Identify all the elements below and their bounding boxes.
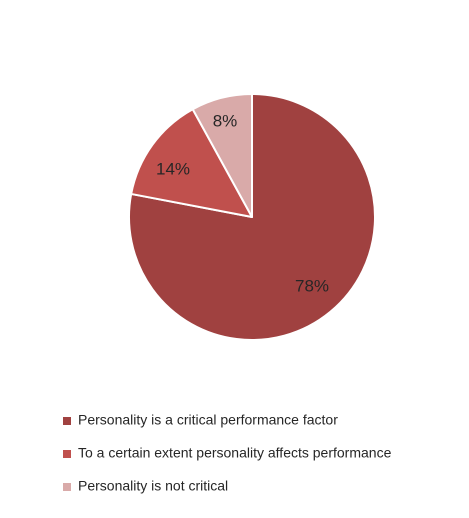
legend-swatch-3 — [63, 483, 71, 491]
legend-swatch-2 — [63, 450, 71, 458]
slice-data-label-3: 8% — [213, 111, 238, 130]
legend-label-3: Personality is not critical — [78, 478, 228, 494]
pie-slice-2 — [130, 108, 253, 218]
legend-swatch-1 — [63, 417, 71, 425]
pie-slices — [128, 93, 376, 341]
slice-data-label-1: 78% — [295, 276, 329, 295]
legend: Personality is a critical performance fa… — [63, 412, 392, 494]
pie-slice-3 — [191, 93, 253, 218]
legend-label-2: To a certain extent personality affects … — [78, 445, 392, 461]
pie-data-labels: 78% 14% 8% — [156, 111, 329, 295]
legend-label-1: Personality is a critical performance fa… — [78, 412, 338, 428]
slice-data-label-2: 14% — [156, 159, 190, 178]
